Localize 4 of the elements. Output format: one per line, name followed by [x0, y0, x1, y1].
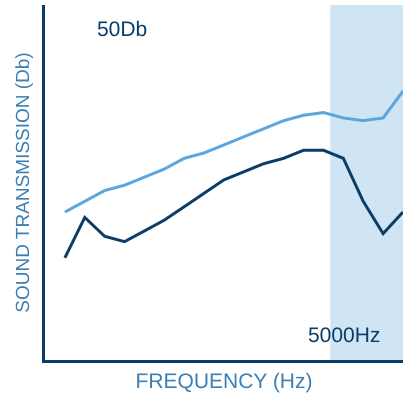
annotation: 5000Hz [308, 324, 380, 347]
x-axis-title: FREQUENCY (Hz) [136, 370, 312, 394]
text: 50Db [97, 18, 148, 41]
y-axis-title: SOUND TRANSMISSION (Db) [12, 52, 34, 313]
